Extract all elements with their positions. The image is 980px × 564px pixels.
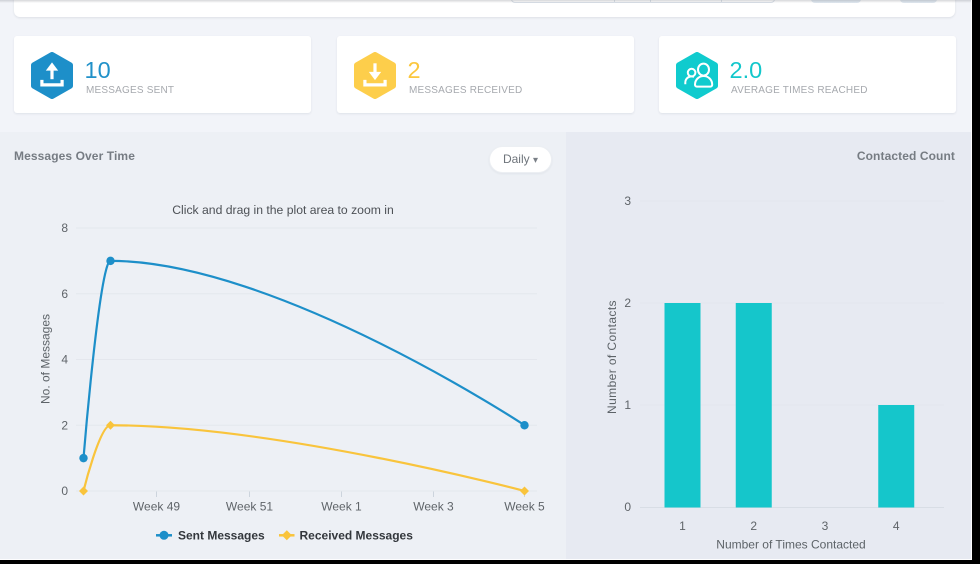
svg-text:No. of Messages: No. of Messages xyxy=(39,314,53,404)
svg-text:3: 3 xyxy=(624,194,631,208)
svg-text:4: 4 xyxy=(61,353,68,367)
svg-text:Week 1: Week 1 xyxy=(321,500,362,514)
svg-text:0: 0 xyxy=(624,500,631,514)
svg-text:Week 5: Week 5 xyxy=(504,500,545,514)
svg-text:Week 51: Week 51 xyxy=(226,500,273,514)
svg-text:Sent Messages: Sent Messages xyxy=(178,529,265,543)
svg-text:0: 0 xyxy=(61,484,68,498)
svg-text:1: 1 xyxy=(679,519,686,533)
svg-text:Number of Times Contacted: Number of Times Contacted xyxy=(716,538,865,552)
svg-text:6: 6 xyxy=(61,287,68,301)
svg-text:2: 2 xyxy=(624,296,631,310)
svg-text:1: 1 xyxy=(624,398,631,412)
svg-text:4: 4 xyxy=(893,519,900,533)
svg-text:3: 3 xyxy=(822,519,829,533)
svg-text:Number of Contacts: Number of Contacts xyxy=(605,300,619,414)
svg-text:Week 49: Week 49 xyxy=(133,500,180,514)
svg-text:2: 2 xyxy=(750,519,757,533)
svg-text:Click and drag in the plot are: Click and drag in the plot area to zoom … xyxy=(172,203,394,217)
svg-text:Received Messages: Received Messages xyxy=(300,529,414,543)
svg-text:8: 8 xyxy=(61,221,68,235)
svg-text:Week 3: Week 3 xyxy=(413,500,454,514)
svg-text:2: 2 xyxy=(61,418,68,432)
